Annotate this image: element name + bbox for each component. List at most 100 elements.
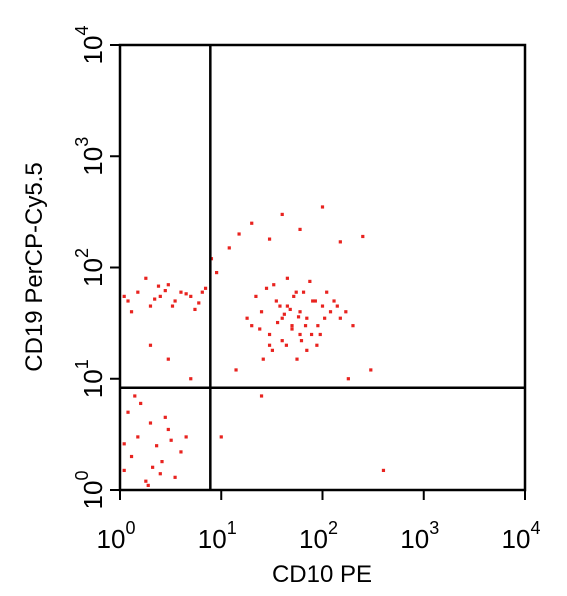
dot [155,444,159,448]
dot [184,435,188,439]
dot [338,240,342,244]
tick-base: 10 [198,524,227,554]
dot [303,324,308,328]
dot [320,205,325,209]
dot [179,450,183,454]
dot [288,307,292,312]
dot [163,288,167,293]
dot [259,394,264,398]
dot [298,227,302,232]
tick-base: 10 [400,524,429,554]
dot [166,427,170,432]
dot [275,320,280,325]
dot [332,299,336,303]
dot [156,284,161,288]
tick-exponent: 1 [227,518,237,538]
dot [315,343,319,347]
dot [237,232,241,236]
tick-base: 10 [299,524,328,554]
dot [136,435,140,439]
dot [179,290,183,294]
y-tick-label: 103 [72,137,108,176]
dot [151,465,155,469]
dot [282,312,286,316]
dot [294,290,298,294]
tick-base: 10 [78,258,108,287]
dot [351,324,355,328]
dot [284,343,288,347]
dot [346,377,350,381]
dot [267,343,272,347]
dot [139,401,143,406]
dot [325,290,329,294]
dot [318,332,322,337]
dot [126,410,130,414]
dot [290,327,294,331]
tick-base: 10 [502,524,531,554]
tick-exponent: 2 [72,248,92,258]
dot [259,310,264,314]
dot [270,348,274,352]
tick-base: 10 [78,147,108,176]
dot [169,438,173,442]
dot [295,357,299,361]
dot [278,304,282,308]
y-axis-title: CD19 PerCP-Cy5.5 [21,162,48,371]
tick-exponent: 0 [125,518,135,538]
x-tick-label: 100 [97,518,136,554]
dot [227,246,231,250]
dot [197,301,201,305]
dot [189,377,193,381]
dot [166,283,170,287]
tick-exponent: 4 [530,518,540,538]
dot [136,290,140,294]
plot-frame [118,43,527,492]
x-tick-label: 104 [502,518,541,554]
dot [250,324,254,328]
tick-base: 10 [97,524,126,554]
dot [122,294,126,298]
dot [272,283,276,287]
dot [258,327,262,331]
dot [148,343,153,347]
dot [146,483,150,487]
tick-exponent: 1 [72,359,92,369]
dot [158,294,162,298]
dot [361,234,365,239]
points [122,205,386,487]
dot [245,316,249,320]
dot [298,332,302,337]
tick-exponent: 3 [429,518,439,538]
dot [301,290,306,294]
dot [308,279,312,283]
dot [267,332,272,337]
dot [200,290,204,294]
x-tick-label: 103 [400,518,439,554]
dot [335,304,339,308]
dot [153,297,157,301]
dot [250,221,254,225]
dot [280,316,284,320]
dot [369,368,373,372]
dot [285,276,289,280]
y-tick-label: 104 [72,26,108,65]
dot [290,324,294,328]
dot [285,304,289,308]
dot [305,348,309,352]
dot [311,299,315,303]
x-tick-label: 101 [198,518,237,554]
dot [299,339,304,343]
dot [316,324,320,328]
dot [163,415,167,419]
dot [313,299,317,303]
dot [292,294,296,298]
y-tick-label: 102 [72,248,108,287]
dot [254,294,258,298]
dot [219,435,223,439]
dot [234,368,238,372]
dot [203,286,208,290]
dot [344,310,348,314]
dot [122,442,126,446]
dot [280,339,284,343]
dot [129,310,134,314]
